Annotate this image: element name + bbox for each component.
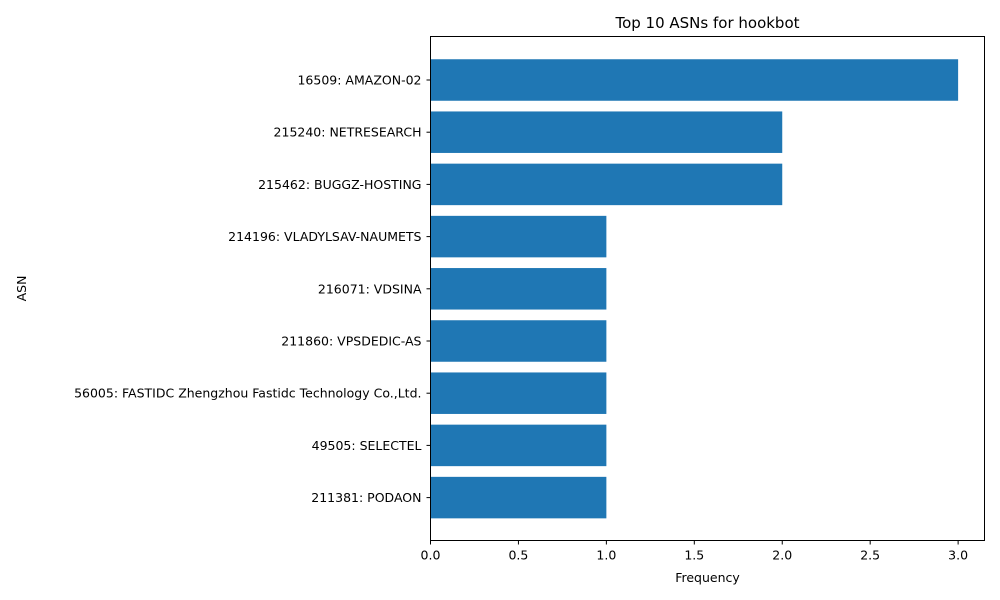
bar [430,163,783,206]
x-tick-label: 0.0 [421,548,441,563]
x-tick-label: 1.0 [596,548,616,563]
chart-title: Top 10 ASNs for hookbot [614,14,799,32]
bar [430,268,607,310]
x-tick-label: 0.5 [508,548,528,563]
y-tick-label: 56005: FASTIDC Zhengzhou Fastidc Technol… [74,386,421,401]
y-tick-label: 215462: BUGGZ-HOSTING [258,177,421,192]
y-tick-label: 214196: VLADYLSAV-NAUMETS [228,229,421,244]
y-axis-label: ASN [14,276,29,302]
bar [430,59,959,101]
x-axis-label: Frequency [675,570,740,585]
y-tick-label: 216071: VDSINA [318,281,422,296]
x-tick-label: 2.5 [860,548,880,563]
bar [430,320,607,362]
bar [430,424,607,467]
y-tick-labels: 16509: AMAZON-02 215240: NETRESEARCH 21546… [74,73,431,505]
y-tick-label: 16509: AMAZON-02 [297,73,421,88]
bar [430,476,607,519]
bar [430,215,607,258]
y-tick-label: 215240: NETRESEARCH [274,125,422,140]
y-tick-label: 49505: SELECTEL [312,438,422,453]
x-tick-label: 3.0 [948,548,968,563]
plot-frame [430,36,985,541]
y-tick-label: 211381: PODAON [311,490,421,505]
bars-group [430,59,959,519]
x-tick-label: 1.5 [684,548,704,563]
x-tick-label: 2.0 [772,548,792,563]
bar [430,372,607,414]
x-ticks: 0.0 0.5 1.0 1.5 2.0 2.5 3.0 [421,540,968,563]
y-tick-label: 211860: VPSDEDIC-AS [281,334,421,349]
bar [430,111,783,153]
